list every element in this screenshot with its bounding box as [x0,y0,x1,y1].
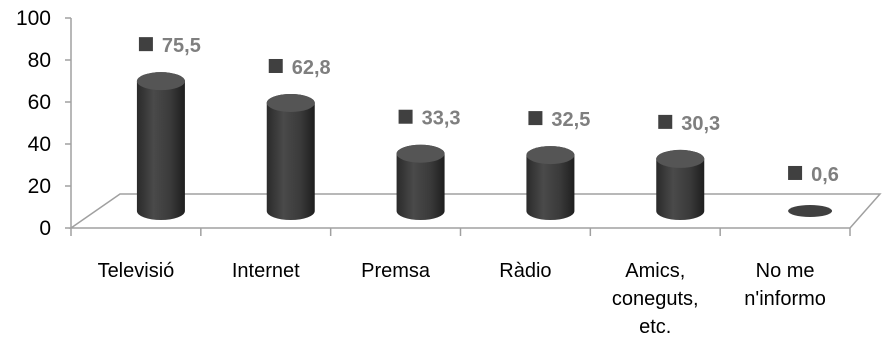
category-label-line: n'informo [744,288,826,310]
category-label-line: Amics, [625,260,685,282]
category-label-line: No me [756,260,815,282]
bars [136,72,833,220]
bar-top [266,93,315,112]
bar [136,72,185,220]
value-marker [528,111,543,126]
y-tick-label: 20 [28,175,51,198]
value-marker [268,58,283,73]
category-label: Amics, coneguts, etc. [612,260,699,338]
category-label: Televisió [98,260,175,282]
category-label: No me n'informo [744,260,826,310]
category-label-line: Premsa [361,260,431,282]
value-marker [658,114,673,129]
y-tick-label: 80 [28,49,51,72]
y-tick-label: 0 [39,217,51,240]
category-label-line: Ràdio [499,260,551,282]
floor-plane [68,193,882,229]
data-label: 0,6 [811,164,839,186]
y-tick-label: 60 [28,91,51,114]
category-label-line: coneguts, [612,288,699,310]
bar [656,149,705,220]
labels: 75,5 Televisió 62,8 Internet 33,3 Premsa 32,5 R… [98,35,839,338]
data-label: 62,8 [292,57,331,79]
category-label-line: etc. [639,316,671,338]
category-label-line: Televisió [98,260,175,282]
value-marker [398,109,413,124]
category-label: Ràdio [499,260,551,282]
category-label-line: Internet [232,260,300,282]
data-label: 75,5 [162,35,201,57]
data-label: 30,3 [681,113,720,135]
data-label: 32,5 [551,109,590,131]
bar-top [526,146,575,165]
bar [526,146,575,220]
bar [266,93,315,220]
category-label: Internet [232,260,300,282]
y-tick-label: 100 [16,7,51,30]
category-label: Premsa [361,260,431,282]
value-marker [788,165,803,180]
bar [788,205,833,217]
bar-top [396,144,445,163]
bar-top [656,149,705,168]
value-marker [138,37,153,52]
bar-top [136,72,185,91]
data-label: 33,3 [422,108,461,130]
y-tick-label: 40 [28,133,51,156]
bar [396,144,445,220]
